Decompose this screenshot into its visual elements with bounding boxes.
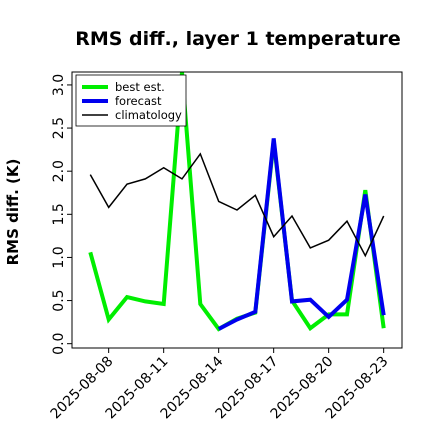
y-tick-label: 0.5 [51,289,67,311]
series-line-climatology [89,152,385,258]
y-tick-label: 1.5 [51,203,67,225]
legend-label-best-est: best est. [115,80,165,94]
y-tick-label: 2.5 [51,117,67,139]
series-line-forecast [217,138,386,331]
plot-area [88,72,386,332]
legend-label-climatology: climatology [115,108,182,122]
y-tick-label: 3.0 [51,74,67,96]
y-tick-label: 1.0 [51,246,67,268]
y-tick-label: 0.0 [51,333,67,355]
plot-frame [71,71,403,349]
legend: best est. forecast climatology [75,74,187,127]
legend-label-forecast: forecast [115,94,162,108]
chart-title: RMS diff., layer 1 temperature [75,28,401,50]
y-axis-label: RMS diff. (K) [4,159,22,266]
y-tick-label: 2.0 [51,160,67,182]
